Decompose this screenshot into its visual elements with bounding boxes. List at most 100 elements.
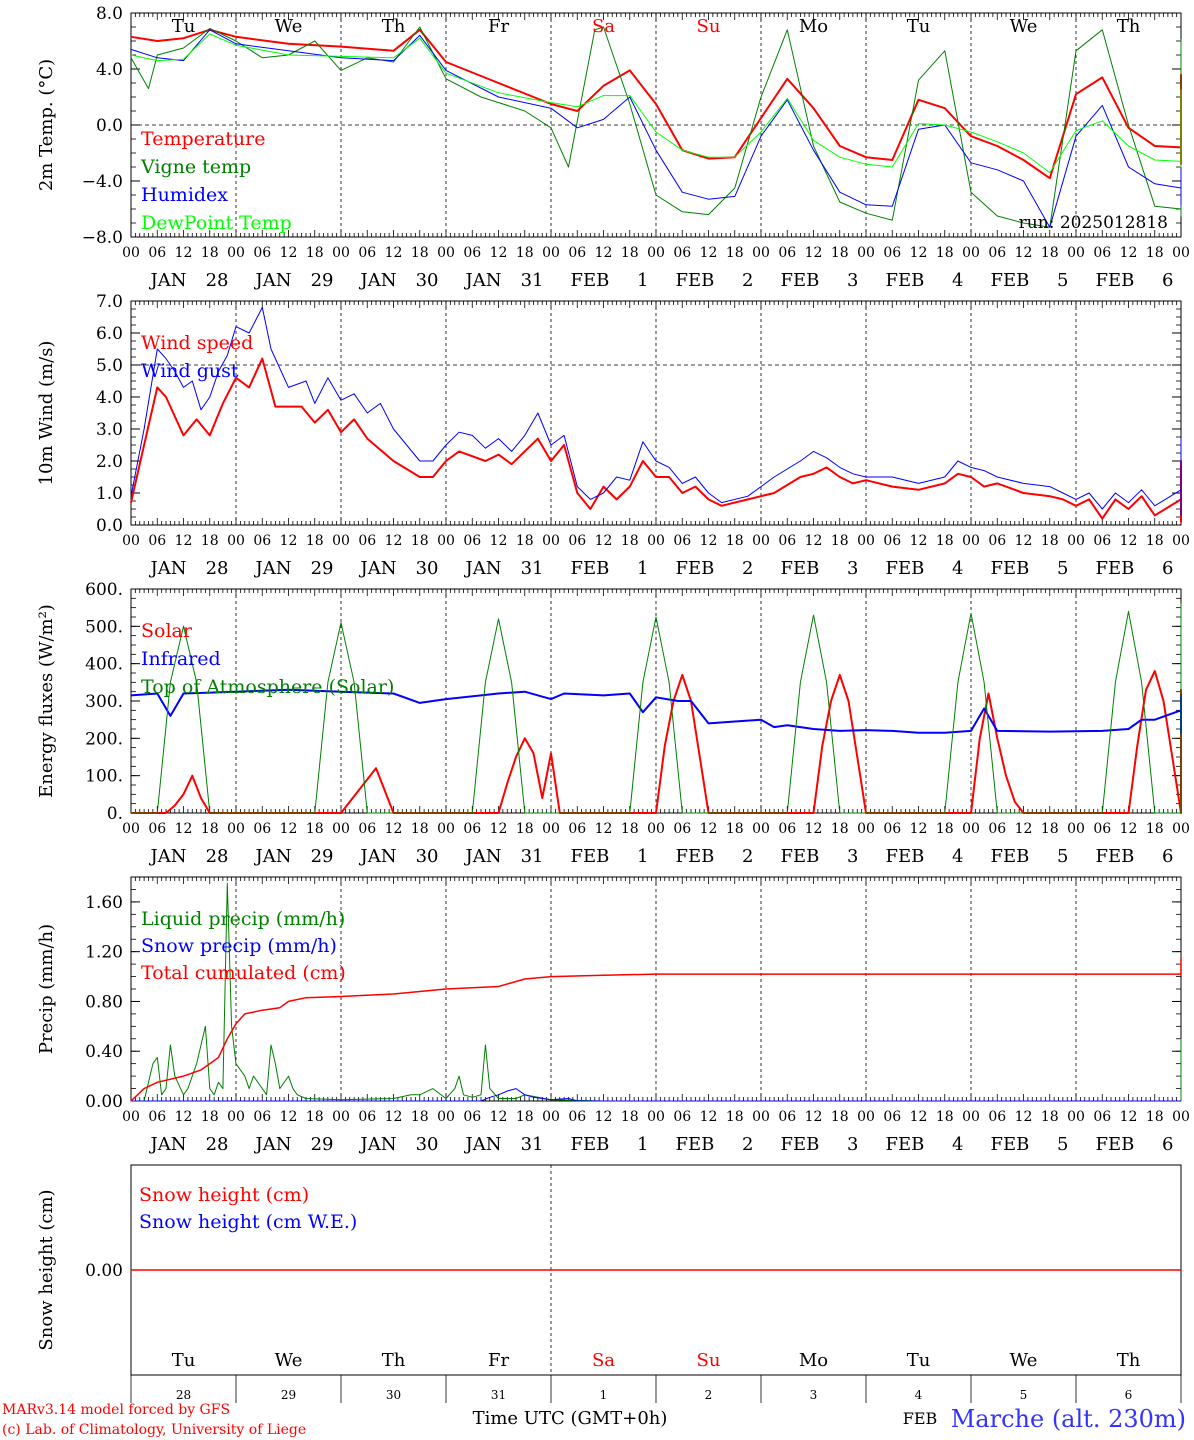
date-day-label: 30 [416, 270, 439, 291]
hour-tick-label: 06 [673, 245, 691, 261]
hour-tick-label: 12 [385, 821, 403, 837]
day-of-week-label: We [275, 16, 303, 37]
hour-tick-label: 00 [1067, 1109, 1085, 1125]
hour-tick-label: 00 [857, 245, 875, 261]
y-tick-label: 3.0 [96, 420, 123, 440]
hour-tick-label: 18 [621, 1109, 639, 1125]
date-month-label: JAN [254, 558, 292, 579]
date-day-label: 3 [847, 846, 858, 867]
hour-tick-label: 00 [542, 533, 560, 549]
day-of-week-label: We [275, 1350, 303, 1371]
hour-tick-label: 00 [437, 533, 455, 549]
date-day-label: 31 [521, 846, 544, 867]
hour-tick-label: 12 [805, 245, 823, 261]
hour-tick-label: 00 [227, 533, 245, 549]
hour-tick-label: 18 [201, 821, 219, 837]
date-day-label: 6 [1162, 1134, 1173, 1155]
y-tick-label: 1.60 [85, 893, 123, 913]
hour-tick-label: 18 [1041, 245, 1059, 261]
hour-tick-label: 12 [910, 1109, 928, 1125]
day-number-label: 2 [705, 1388, 713, 1402]
date-month-label: FEB [1096, 270, 1135, 291]
date-month-label: JAN [464, 846, 502, 867]
day-of-week-label: Fr [488, 1350, 509, 1371]
date-month-label: FEB [781, 270, 820, 291]
series-line [131, 1088, 1181, 1102]
hour-tick-label: 00 [332, 1109, 350, 1125]
date-day-label: 29 [311, 1134, 334, 1155]
hour-tick-label: 00 [332, 533, 350, 549]
legend-entry: Top of Atmosphere (Solar) [141, 676, 394, 698]
hour-tick-label: 12 [175, 1109, 193, 1125]
hour-tick-label: 06 [148, 245, 166, 261]
y-tick-label: 1.20 [85, 943, 123, 963]
xaxis-label: Time UTC (GMT+0h) [473, 1408, 668, 1429]
hour-tick-label: 18 [831, 821, 849, 837]
legend-entry: Snow precip (mm/h) [141, 935, 337, 957]
date-day-label: 2 [742, 1134, 753, 1155]
date-day-label: 28 [206, 558, 229, 579]
hour-tick-label: 00 [542, 821, 560, 837]
date-month-label: FEB [676, 270, 715, 291]
hour-tick-label: 12 [910, 821, 928, 837]
hour-tick-label: 00 [857, 533, 875, 549]
hour-tick-label: 00 [1067, 245, 1085, 261]
date-month-label: FEB [1096, 558, 1135, 579]
date-day-label: 29 [311, 270, 334, 291]
y-tick-label: 400. [85, 655, 123, 675]
hour-tick-label: 12 [1120, 1109, 1138, 1125]
hour-tick-label: 12 [1015, 821, 1033, 837]
hour-tick-label: 18 [936, 821, 954, 837]
hour-tick-label: 06 [988, 245, 1006, 261]
hour-tick-label: 12 [595, 245, 613, 261]
date-month-label: FEB [991, 1134, 1030, 1155]
y-tick-label: 0.40 [85, 1042, 123, 1062]
hour-tick-label: 12 [805, 821, 823, 837]
date-month-label: JAN [149, 1134, 187, 1155]
hour-tick-label: 18 [1041, 1109, 1059, 1125]
hour-tick-label: 18 [1041, 821, 1059, 837]
series-line [130, 28, 1182, 180]
date-month-label: JAN [254, 846, 292, 867]
hour-tick-label: 06 [1093, 821, 1111, 837]
y-tick-label: 0. [107, 804, 123, 824]
hour-tick-label: 06 [463, 1109, 481, 1125]
date-day-label: 30 [416, 846, 439, 867]
hour-tick-label: 00 [227, 245, 245, 261]
date-day-label: 6 [1162, 558, 1173, 579]
date-month-label: JAN [149, 558, 187, 579]
date-day-label: 29 [311, 558, 334, 579]
hour-tick-label: 06 [568, 533, 586, 549]
date-day-label: 28 [206, 846, 229, 867]
hour-tick-label: 06 [673, 1109, 691, 1125]
y-tick-label: 0.00 [85, 1261, 123, 1281]
date-month-label: FEB [991, 558, 1030, 579]
hour-tick-label: 06 [148, 533, 166, 549]
hour-tick-label: 00 [647, 821, 665, 837]
hour-tick-label: 00 [1067, 533, 1085, 549]
hour-tick-label: 18 [1146, 1109, 1164, 1125]
hour-tick-label: 12 [280, 533, 298, 549]
date-month-label: FEB [676, 558, 715, 579]
hour-tick-label: 12 [175, 821, 193, 837]
hour-tick-label: 12 [1015, 245, 1033, 261]
date-month-label: FEB [886, 558, 925, 579]
date-month-label: FEB [676, 846, 715, 867]
date-month-label: JAN [464, 558, 502, 579]
legend-entry: Wind speed [141, 332, 253, 354]
day-of-week-label: Su [697, 1350, 721, 1371]
hour-tick-label: 00 [437, 821, 455, 837]
hour-tick-label: 18 [201, 1109, 219, 1125]
hour-tick-label: 06 [883, 1109, 901, 1125]
date-day-label: 4 [952, 270, 963, 291]
date-month-label: FEB [1096, 1134, 1135, 1155]
day-number-label: 5 [1020, 1388, 1028, 1402]
hour-tick-label: 06 [1093, 1109, 1111, 1125]
hour-tick-label: 12 [385, 533, 403, 549]
hour-tick-label: 12 [1120, 821, 1138, 837]
y-tick-label: 5.0 [96, 356, 123, 376]
legend-entry: Total cumulated (cm) [141, 962, 346, 984]
hour-tick-label: 18 [516, 533, 534, 549]
y-tick-label: 0.80 [85, 992, 123, 1012]
